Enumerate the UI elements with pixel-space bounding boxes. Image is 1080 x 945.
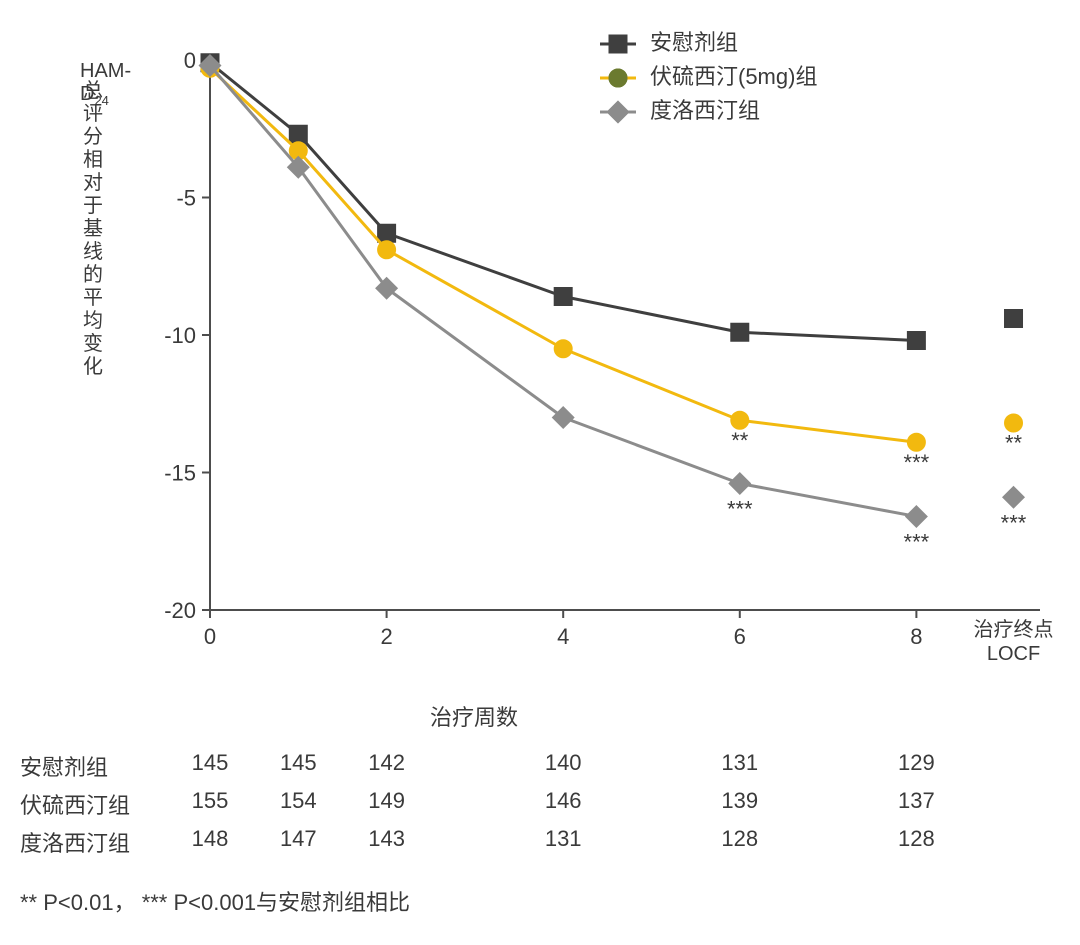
table-cell: 145 [270,750,326,776]
table-cell: 145 [182,750,238,776]
svg-text:8: 8 [910,624,922,649]
table-cell: 137 [888,788,944,814]
row-label: 伏硫西汀组 [20,788,170,820]
svg-text:治疗终点: 治疗终点 [974,618,1054,641]
table-cell: 155 [182,788,238,814]
table-cell: 131 [535,826,591,852]
svg-text:-15: -15 [164,461,196,486]
chart-container: 0-5-10-15-2002468治疗终点LOCF***************… [100,20,1060,660]
svg-text:6: 6 [734,624,746,649]
x-axis-title: 治疗周数 [430,700,518,732]
svg-text:0: 0 [184,48,196,73]
table-cell: 142 [359,750,415,776]
table-cell: 139 [712,788,768,814]
table-cell: 128 [888,826,944,852]
table-cell: 143 [359,826,415,852]
table-cell: 128 [712,826,768,852]
svg-text:伏硫西汀(5mg)组: 伏硫西汀(5mg)组 [650,64,817,89]
svg-text:**: ** [1005,431,1023,456]
svg-text:-5: -5 [176,186,196,211]
svg-text:**: ** [731,428,749,453]
table-cell: 140 [535,750,591,776]
page-root: HAM-D24 总评分相对于基线的平均变化 0-5-10-15-2002468治… [0,0,1080,945]
table-cell: 154 [270,788,326,814]
footnote: ** P<0.01， *** P<0.001与安慰剂组相比 [20,885,410,917]
table-row: 伏硫西汀组155154149146139137 [20,788,920,826]
table-cell: 147 [270,826,326,852]
svg-text:0: 0 [204,624,216,649]
row-label: 安慰剂组 [20,750,170,782]
table-cell: 129 [888,750,944,776]
svg-text:-20: -20 [164,598,196,623]
table-cell: 149 [359,788,415,814]
table-row: 度洛西汀组148147143131128128 [20,826,920,864]
svg-text:2: 2 [380,624,392,649]
row-label: 度洛西汀组 [20,826,170,858]
sample-size-table: 安慰剂组145145142140131129伏硫西汀组1551541491461… [20,750,920,864]
svg-text:度洛西汀组: 度洛西汀组 [650,98,760,123]
table-cell: 146 [535,788,591,814]
svg-text:LOCF: LOCF [987,643,1040,660]
svg-text:***: *** [904,450,930,475]
table-cell: 131 [712,750,768,776]
svg-text:安慰剂组: 安慰剂组 [650,30,738,55]
line-chart: 0-5-10-15-2002468治疗终点LOCF***************… [100,20,1060,660]
svg-text:***: *** [904,530,930,555]
svg-text:***: *** [1001,510,1027,535]
svg-text:4: 4 [557,624,569,649]
svg-text:-10: -10 [164,323,196,348]
table-cell: 148 [182,826,238,852]
table-row: 安慰剂组145145142140131129 [20,750,920,788]
svg-text:***: *** [727,497,753,522]
